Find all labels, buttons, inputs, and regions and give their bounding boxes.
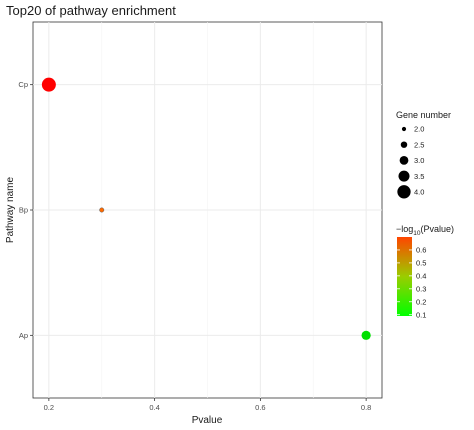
- colorbar-label: 0.3: [416, 285, 426, 294]
- size-legend-label: 2.0: [414, 125, 424, 134]
- size-legend-key: [397, 185, 411, 199]
- point-cp: [41, 77, 56, 92]
- colorbar-label: 0.5: [416, 259, 426, 268]
- color-legend: −log10(Pvalue) 0.1 0.2 0.3 0.4 0.5 0.6: [396, 224, 454, 319]
- y-tick-label: Bp: [19, 206, 28, 215]
- y-tick-label: Ap: [19, 331, 28, 340]
- size-legend-label: 4.0: [414, 188, 424, 197]
- x-axis-title: Pvalue: [192, 415, 223, 426]
- colorbar-label: 0.6: [416, 246, 426, 255]
- chart-title: Top20 of pathway enrichment: [6, 3, 176, 18]
- x-tick-label: 0.8: [361, 403, 371, 412]
- size-legend-key: [401, 126, 407, 132]
- colorbar-label: 0.4: [416, 272, 426, 281]
- size-legend: Gene number 2.0 2.5 3.0 3.5 4.0: [396, 110, 451, 199]
- x-tick-label: 0.2: [44, 403, 54, 412]
- size-legend-label: 2.5: [414, 140, 424, 149]
- y-axis-ticks: Cp Bp Ap: [18, 80, 33, 340]
- colorbar: [397, 237, 412, 316]
- size-legend-key: [400, 141, 408, 148]
- colorbar-label: 0.2: [416, 297, 426, 306]
- x-axis-ticks: 0.2 0.4 0.6 0.8: [44, 398, 371, 412]
- size-legend-key: [398, 170, 410, 182]
- y-tick-label: Cp: [18, 80, 28, 89]
- x-tick-label: 0.4: [149, 403, 159, 412]
- colorbar-label: 0.1: [416, 310, 426, 319]
- data-points: [41, 77, 371, 340]
- x-tick-label: 0.6: [255, 403, 265, 412]
- size-legend-label: 3.0: [414, 156, 424, 165]
- y-axis-title: Pathway name: [5, 176, 16, 243]
- point-bp: [99, 207, 105, 213]
- color-legend-title: −log10(Pvalue): [396, 224, 454, 237]
- size-legend-key: [399, 156, 409, 165]
- point-ap: [361, 330, 371, 340]
- size-legend-title: Gene number: [396, 110, 451, 120]
- size-legend-label: 3.5: [414, 172, 424, 181]
